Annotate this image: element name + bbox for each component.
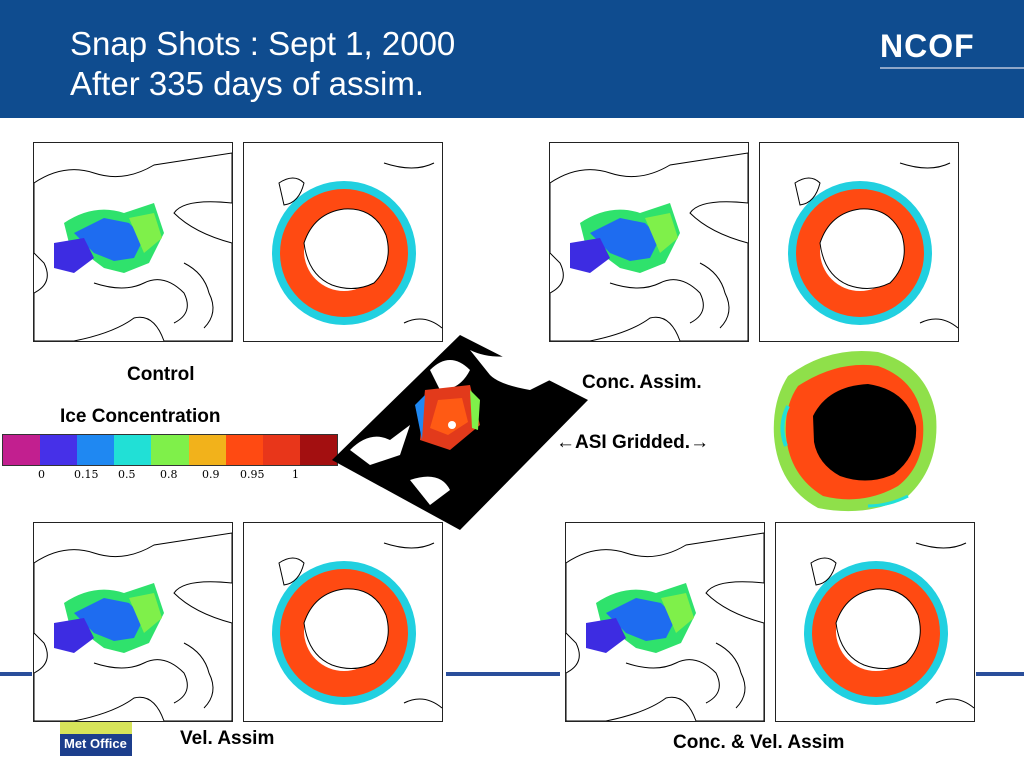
colorbar-tick-label: 0.8 bbox=[160, 468, 178, 481]
conc-assim-antarctic-map bbox=[759, 142, 959, 342]
divider-left bbox=[0, 672, 32, 676]
colorbar-tick-label: 0.15 bbox=[74, 468, 99, 481]
conc-vel-assim-arctic-map bbox=[565, 522, 765, 722]
colorbar-swatch bbox=[40, 435, 78, 465]
asi-arctic-graphic bbox=[332, 335, 588, 530]
ice-concentration-label: Ice Concentration bbox=[60, 406, 221, 427]
colorbar-swatch bbox=[262, 435, 300, 465]
control-antarctic-map bbox=[243, 142, 443, 342]
colorbar-swatch bbox=[225, 435, 263, 465]
divider-right bbox=[976, 672, 1024, 676]
asi-arctic-map bbox=[330, 330, 590, 535]
colorbar-swatch bbox=[299, 435, 337, 465]
vel-assim-arctic-map bbox=[33, 522, 233, 722]
header-banner bbox=[0, 0, 1024, 118]
met-office-logo-text: Met Office bbox=[64, 736, 127, 751]
colorbar-tick-label: 0 bbox=[38, 468, 45, 481]
page-title: Snap Shots : Sept 1, 2000 After 335 days… bbox=[70, 24, 455, 104]
antarctic-map-graphic bbox=[787, 162, 958, 329]
control-label: Control bbox=[127, 364, 195, 385]
antarctic-map-graphic bbox=[803, 542, 974, 709]
title-line-1: Snap Shots : Sept 1, 2000 bbox=[70, 25, 456, 62]
asi-gridded-label: ←ASI Gridded.→ bbox=[556, 432, 710, 453]
vel-assim-label: Vel. Assim bbox=[180, 728, 275, 749]
antarctic-map-graphic bbox=[271, 542, 442, 709]
colorbar-ticks: 0 0.15 0.5 0.8 0.9 0.95 1 bbox=[0, 468, 340, 484]
conc-vel-assim-label: Conc. & Vel. Assim bbox=[673, 732, 845, 753]
logo-underline bbox=[880, 67, 1024, 69]
ncof-logo: NCOF bbox=[880, 28, 975, 64]
control-arctic-map bbox=[33, 142, 233, 342]
arctic-map-graphic bbox=[34, 532, 232, 721]
met-office-logo-band bbox=[60, 722, 132, 734]
colorbar bbox=[2, 434, 338, 466]
conc-vel-assim-antarctic-map bbox=[775, 522, 975, 722]
colorbar-tick-label: 0.9 bbox=[202, 468, 220, 481]
met-office-logo: Met Office bbox=[60, 722, 132, 756]
divider-middle bbox=[446, 672, 560, 676]
colorbar-swatch bbox=[3, 435, 41, 465]
antarctic-map-graphic bbox=[271, 162, 442, 329]
colorbar-tick-label: 0.95 bbox=[240, 468, 265, 481]
asi-antarctic-map bbox=[768, 346, 940, 516]
title-line-2: After 335 days of assim. bbox=[70, 65, 424, 102]
arctic-map-graphic bbox=[566, 532, 764, 721]
colorbar-swatch bbox=[77, 435, 115, 465]
asi-antarctic-graphic bbox=[773, 351, 937, 512]
conc-assim-arctic-map bbox=[549, 142, 749, 342]
arctic-map-graphic bbox=[34, 152, 232, 341]
conc-assim-label: Conc. Assim. bbox=[582, 372, 702, 393]
colorbar-tick-label: 1 bbox=[292, 468, 299, 481]
vel-assim-antarctic-map bbox=[243, 522, 443, 722]
colorbar-tick-label: 0.5 bbox=[118, 468, 136, 481]
colorbar-swatch bbox=[114, 435, 152, 465]
colorbar-swatch bbox=[151, 435, 189, 465]
arctic-map-graphic bbox=[550, 152, 748, 341]
colorbar-swatch bbox=[188, 435, 226, 465]
